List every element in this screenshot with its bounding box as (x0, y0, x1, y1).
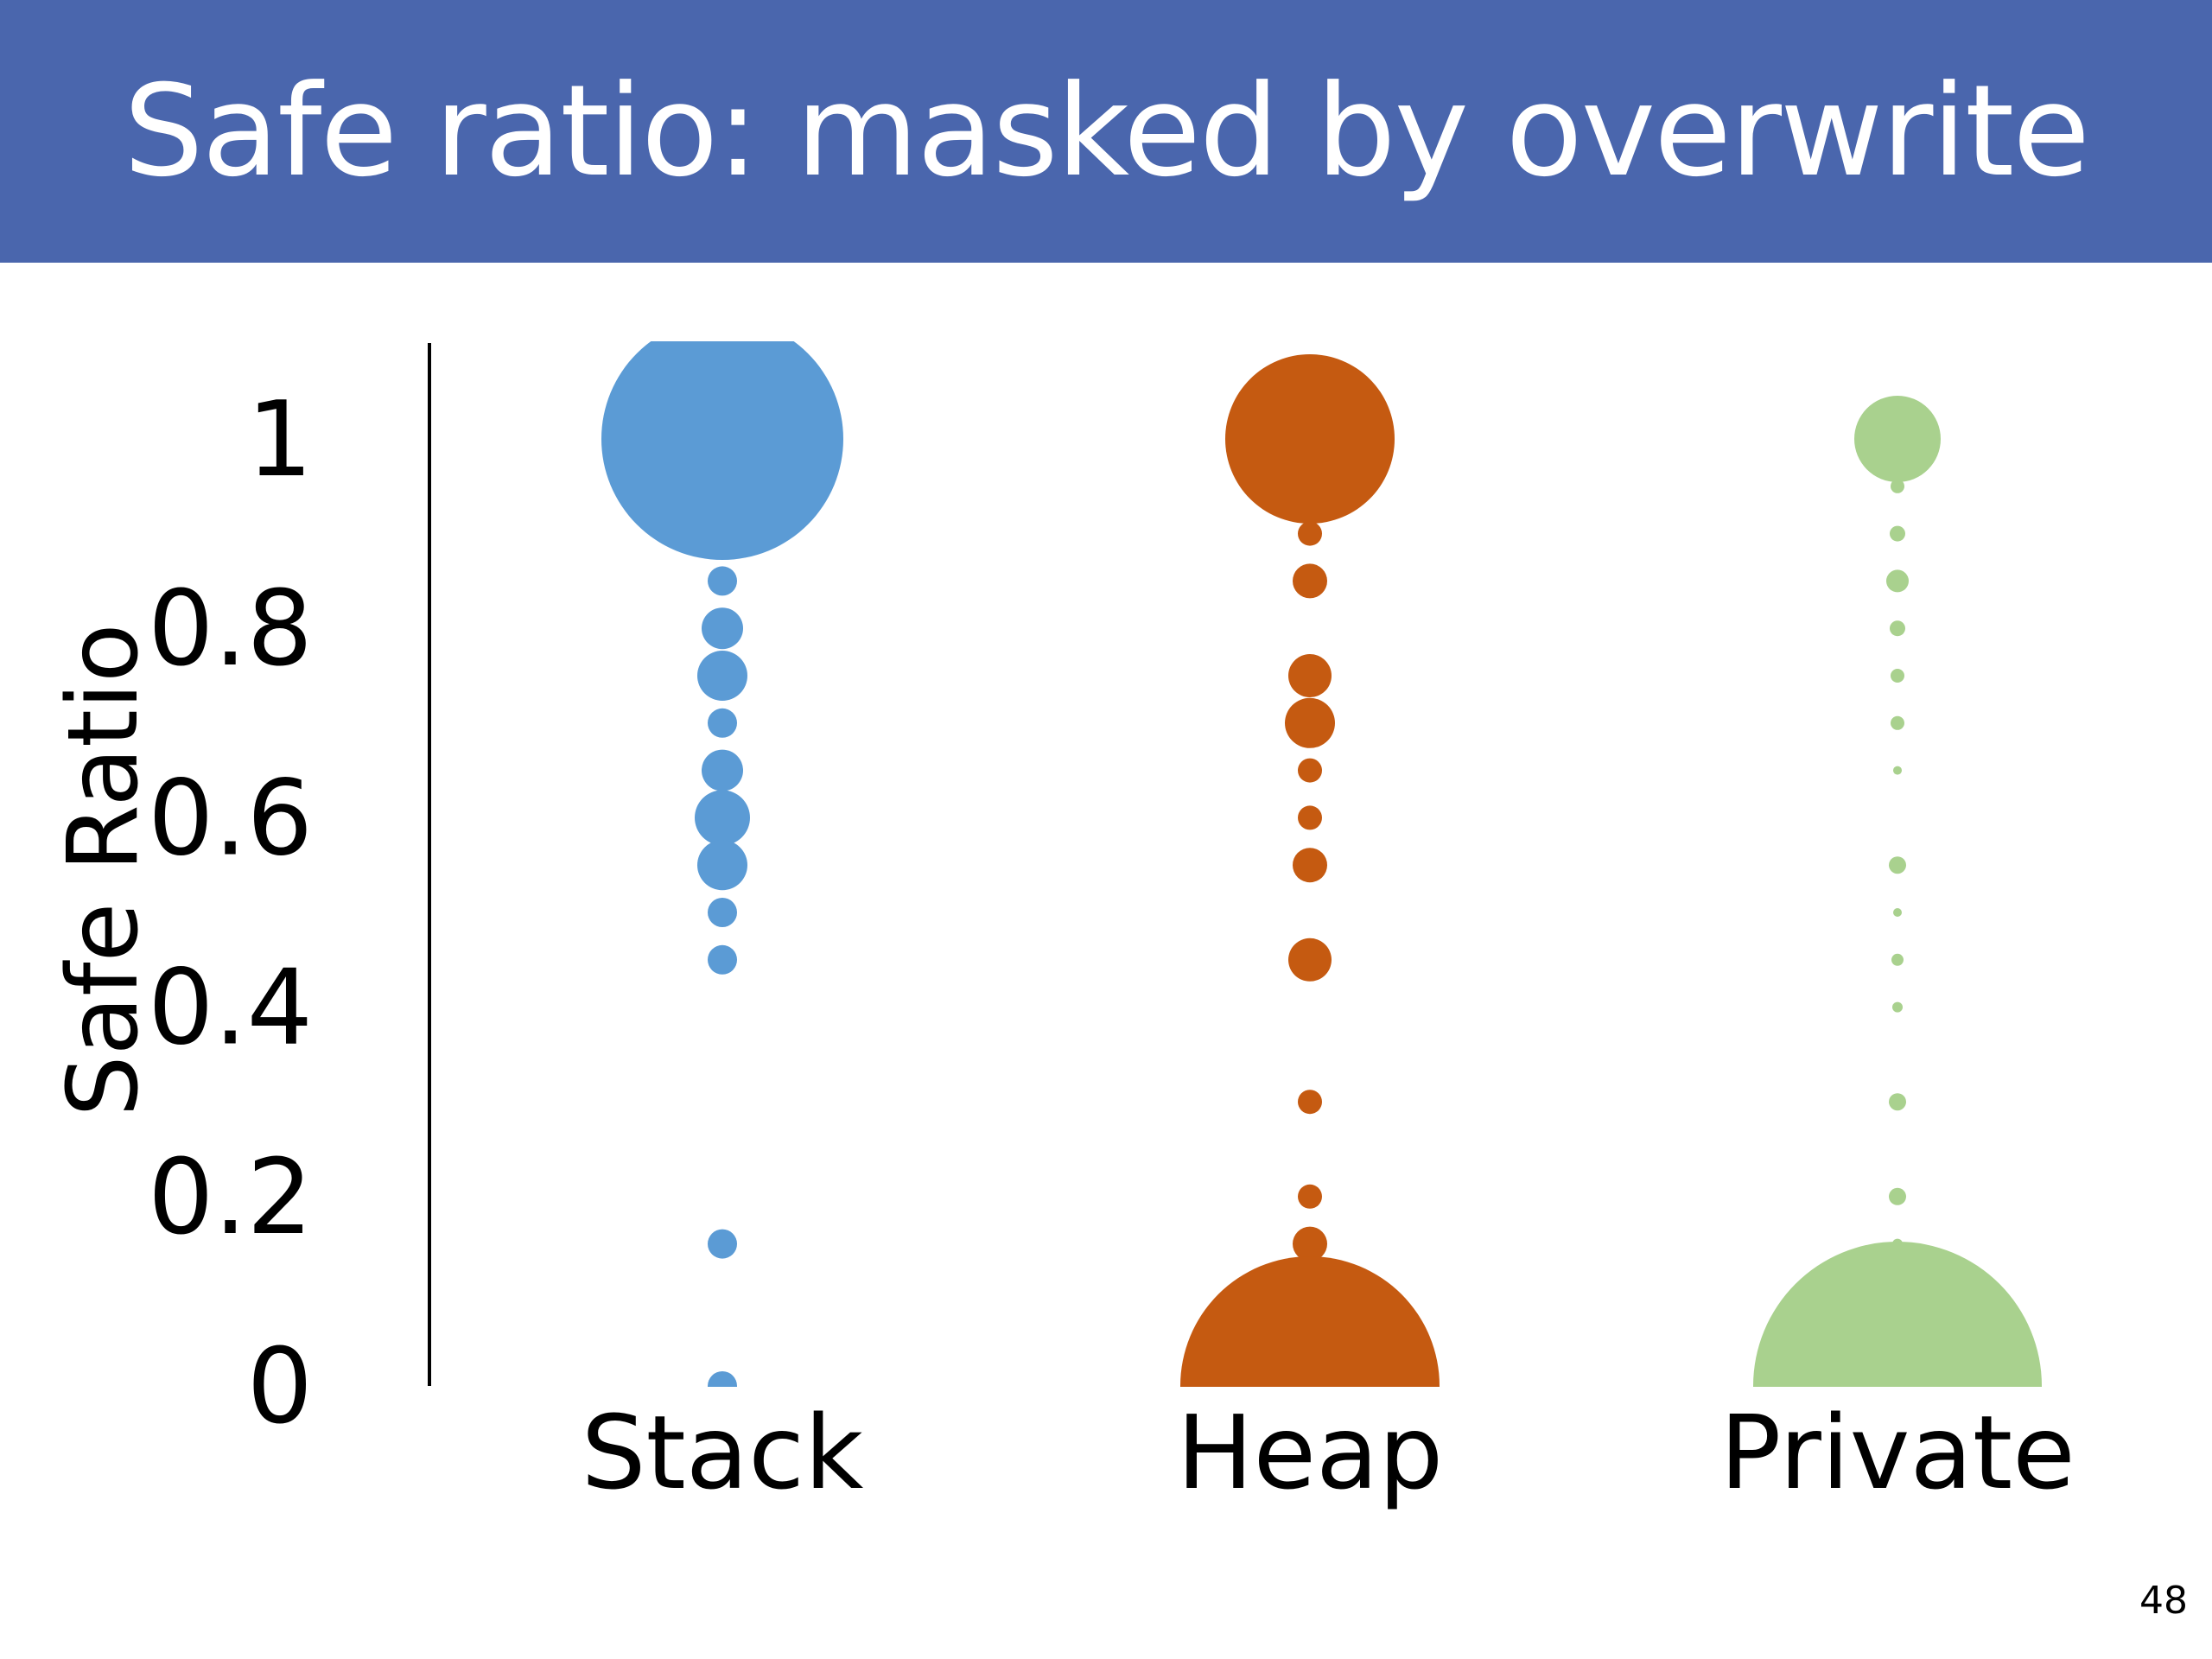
private-bubble (1890, 525, 1905, 542)
private-bubble (1891, 669, 1904, 683)
y-tick-label: 0.4 (148, 949, 313, 1069)
y-tick-label: 1 (247, 380, 313, 500)
stack-bubble (708, 944, 737, 975)
y-tick-labels: 0 0.2 0.4 0.6 0.8 1 (148, 380, 313, 1447)
heap-bubble (1288, 938, 1332, 982)
y-tick-label: 0.2 (148, 1138, 313, 1258)
private-bubble (1890, 620, 1905, 637)
private-bubble (1889, 856, 1906, 874)
heap-bubble (1293, 1226, 1327, 1262)
category-label-heap: Heap (1177, 1393, 1444, 1512)
stack-bubble (708, 1229, 737, 1259)
stack-bubble (601, 341, 843, 560)
heap-bubble (1285, 697, 1335, 748)
heap-bubble (1293, 848, 1327, 883)
private-bubble (1889, 1187, 1906, 1205)
stack-bubble (702, 749, 743, 791)
private-bubble (1889, 1093, 1906, 1111)
stack-bubble (702, 607, 743, 650)
heap-bubble (1293, 563, 1327, 599)
private-bubble (1854, 396, 1941, 482)
stack-bubble (708, 1371, 737, 1387)
heap-bubble (1288, 654, 1332, 697)
stack-bubble (697, 651, 747, 701)
category-label-private: Private (1719, 1393, 2075, 1512)
heap-bubble (1225, 354, 1395, 524)
category-labels: Stack Heap Private (582, 1393, 2075, 1512)
private-bubble (1886, 569, 1909, 593)
y-axis-title: Safe Ratio (48, 623, 160, 1116)
heap-bubble (1298, 758, 1322, 783)
title-bar (0, 0, 2212, 263)
slide-title: Safe ratio: masked by overwrite (123, 58, 2090, 205)
stack-bubble (708, 898, 737, 927)
y-tick-label: 0 (247, 1327, 313, 1447)
heap-bubble (1298, 1184, 1322, 1209)
heap-bubble (1298, 521, 1322, 546)
heap-bubble (1298, 1090, 1322, 1115)
private-bubble (1893, 766, 1902, 775)
private-bubble (1891, 479, 1904, 493)
y-tick-label: 0.8 (148, 569, 313, 690)
stack-bubble (695, 790, 750, 846)
private-bubble (1892, 1001, 1903, 1013)
stack-bubble (708, 566, 737, 596)
private-bubble (1753, 1242, 2042, 1387)
private-bubble (1891, 953, 1904, 966)
category-label-stack: Stack (582, 1393, 864, 1512)
stack-bubble (697, 840, 747, 891)
private-bubble (1891, 715, 1904, 730)
stack-bubble (708, 708, 737, 738)
heap-bubble (1298, 805, 1322, 830)
y-tick-label: 0.6 (148, 759, 313, 879)
bubble-series (601, 341, 2042, 1387)
slide-number: 48 (2139, 1579, 2188, 1623)
heap-bubble (1180, 1256, 1440, 1387)
private-bubble (1893, 908, 1902, 917)
